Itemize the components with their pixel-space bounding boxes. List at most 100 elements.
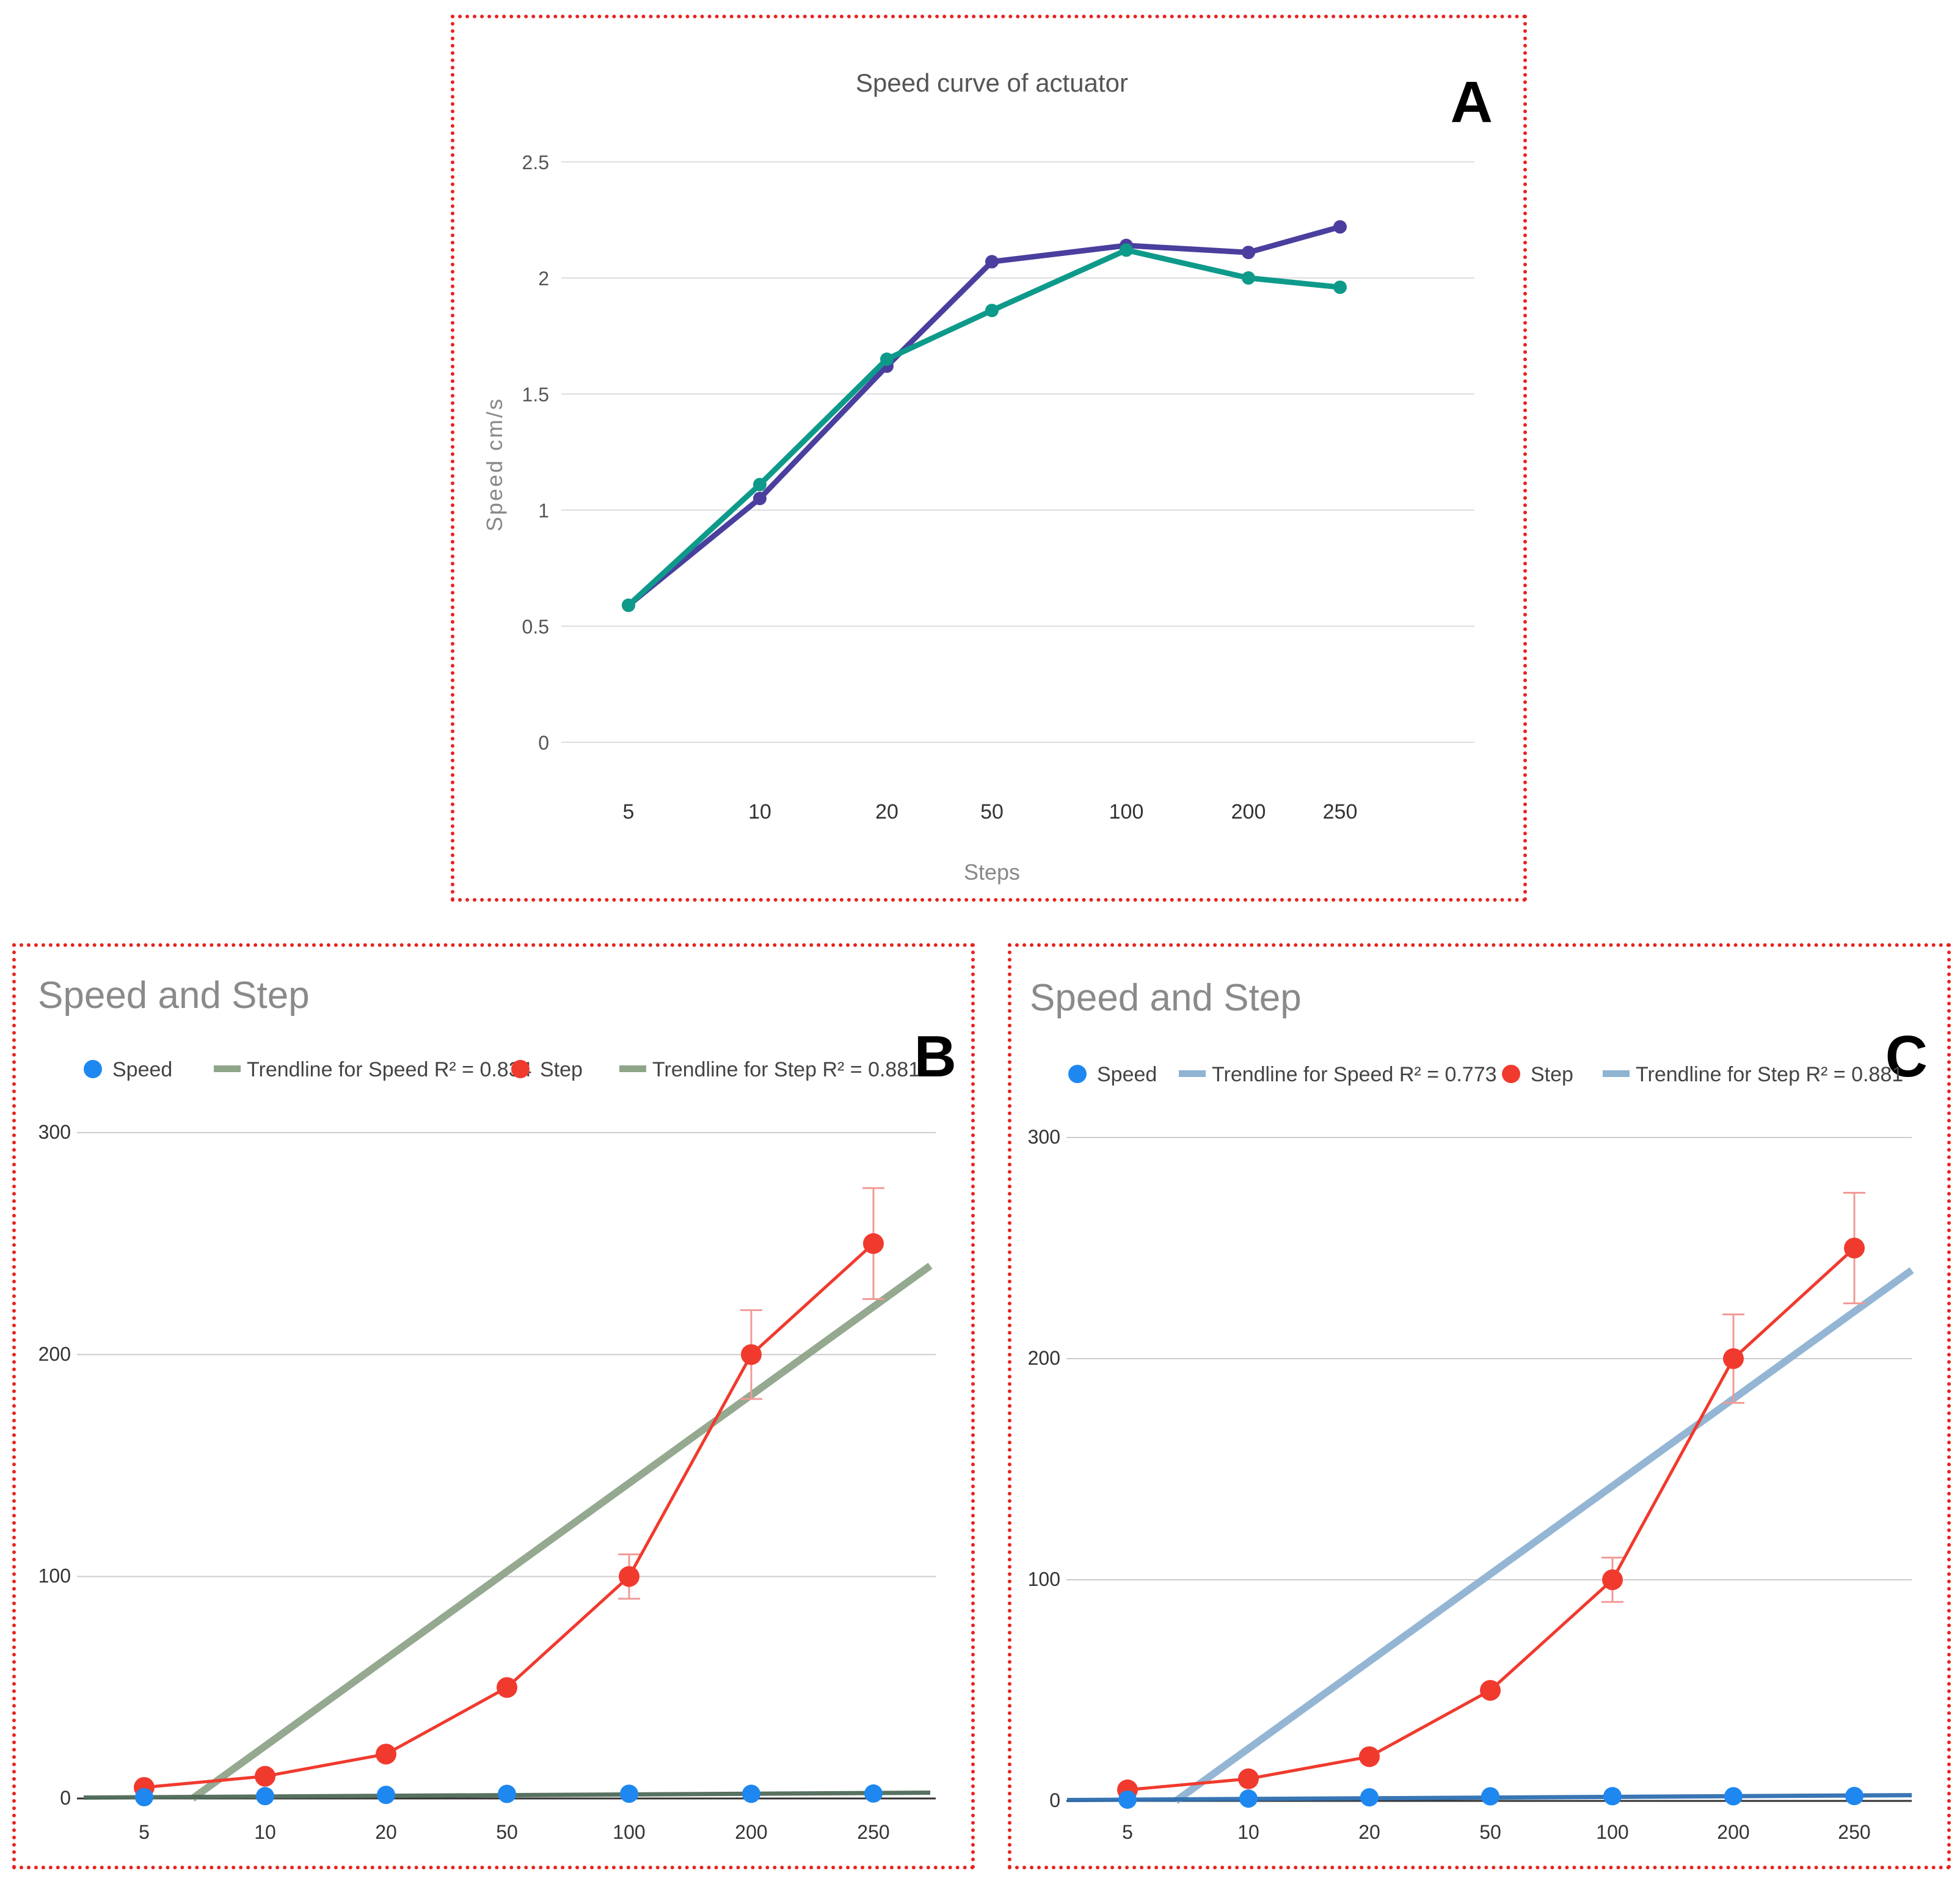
panel-b-letter: B (914, 1024, 956, 1089)
chart-c-series (1117, 1192, 1865, 1809)
speed-point-250 (1845, 1786, 1863, 1805)
y-tick-label-300: 300 (1028, 1126, 1060, 1148)
legend-label-1: Trendline for Speed R² = 0.773 (1212, 1063, 1497, 1086)
panel-a: Speed curve of actuator A 0 0.5 1 1.5 2 2.5 5… (451, 15, 1527, 902)
chart-b-legend: Speed Trendline for Speed R² = 0.834 Step T… (84, 1058, 920, 1081)
x-tick-label-20: 20 (875, 800, 898, 823)
x-tick-label-200: 200 (1231, 800, 1266, 823)
x-tick-label-10: 10 (1237, 1821, 1259, 1843)
chart-c-x-ticks: 5 10 20 50 100 200 250 (1122, 1821, 1871, 1843)
chart-c-svg: Speed and Step C Speed Trendline for Spee… (1028, 977, 1928, 1843)
x-tick-label-200: 200 (1717, 1821, 1749, 1843)
panel-c: Speed and Step C Speed Trendline for Spee… (1008, 943, 1951, 1869)
step-series-line (1127, 1247, 1856, 1792)
data-point-s2-200 (1242, 271, 1255, 285)
chart-b-svg: Speed and Step B Speed Trendline for Spee… (38, 974, 956, 1843)
y-tick-label-1: 1 (538, 500, 549, 522)
step-point-20 (1359, 1746, 1380, 1767)
legend-label-1: Trendline for Speed R² = 0.834 (247, 1058, 532, 1081)
data-point-s2-10 (753, 478, 767, 492)
y-tick-label-0.5: 0.5 (522, 616, 549, 638)
panel-b: Speed and Step B Speed Trendline for Spee… (12, 943, 975, 1869)
step-point-10 (255, 1765, 275, 1787)
y-tick-label-100: 100 (38, 1565, 71, 1587)
chart-c-y-ticks: 0 100 200 300 (1028, 1126, 1060, 1811)
chart-c-legend: Speed Trendline for Speed R² = 0.773 Step T… (1068, 1063, 1903, 1086)
legend-label-0: Speed (1097, 1063, 1157, 1086)
step-point-100 (1602, 1569, 1623, 1590)
chart-a-x-ticks: 5 10 20 50 100 200 250 (623, 800, 1358, 823)
speed-point-100 (1603, 1787, 1622, 1806)
x-tick-label-200: 200 (735, 1821, 767, 1843)
legend-line-1 (1179, 1070, 1206, 1077)
step-point-200 (1723, 1348, 1744, 1369)
x-tick-label-5: 5 (139, 1821, 150, 1843)
chart-c-grid (1066, 1137, 1912, 1802)
x-tick-label-20: 20 (1358, 1821, 1380, 1843)
legend-label-0: Speed (112, 1058, 172, 1081)
series-line-1 (625, 224, 1343, 608)
speed-point-10 (1239, 1789, 1258, 1808)
x-tick-label-5: 5 (1122, 1821, 1133, 1843)
x-tick-label-100: 100 (613, 1821, 645, 1843)
y-tick-label-0: 0 (538, 732, 549, 754)
x-tick-label-20: 20 (375, 1821, 397, 1843)
x-tick-label-250: 250 (1323, 800, 1358, 823)
data-point-s2-100 (1120, 243, 1133, 257)
step-point-50 (497, 1677, 517, 1698)
step-point-200 (741, 1344, 762, 1365)
step-point-50 (1480, 1680, 1501, 1701)
chart-a-grid (561, 161, 1474, 743)
legend-line-3 (619, 1065, 646, 1072)
chart-c-trendlines (1066, 1267, 1914, 1804)
data-point-s1-10 (753, 492, 767, 505)
data-point-s2-20 (880, 352, 894, 366)
y-tick-label-0: 0 (60, 1787, 71, 1809)
chart-b-series (134, 1187, 884, 1806)
y-tick-label-1.5: 1.5 (522, 384, 549, 406)
legend-line-1 (214, 1065, 241, 1072)
step-point-250 (1844, 1238, 1865, 1258)
x-tick-label-5: 5 (623, 800, 635, 823)
data-point-s1-50 (985, 255, 999, 269)
speed-point-5 (1118, 1790, 1137, 1809)
legend-dot-speed (1068, 1065, 1087, 1083)
step-point-250 (863, 1233, 884, 1254)
data-point-s2-250 (1333, 280, 1347, 294)
trendline-trendline-for-step (190, 1263, 933, 1802)
y-tick-label-2.5: 2.5 (522, 152, 549, 173)
trendline-trendline-for-step (1173, 1267, 1914, 1804)
chart-a-svg: Speed curve of actuator A 0 0.5 1 1.5 2 2.5 5… (482, 68, 1493, 885)
y-tick-label-2: 2 (538, 268, 549, 290)
chart-a-title: Speed curve of actuator (856, 68, 1128, 97)
data-point-s1-200 (1242, 246, 1255, 260)
x-tick-label-100: 100 (1596, 1821, 1628, 1843)
x-tick-label-10: 10 (748, 800, 771, 823)
legend-dot-speed (84, 1060, 102, 1078)
speed-point-200 (1724, 1787, 1743, 1806)
speed-point-50 (498, 1784, 516, 1803)
data-point-s2-50 (985, 304, 999, 318)
chart-a-y-label: Speed cm/s (482, 397, 507, 531)
legend-label-2: Step (540, 1058, 583, 1081)
y-tick-label-200: 200 (38, 1343, 71, 1365)
data-point-s1-250 (1333, 220, 1347, 234)
x-tick-label-10: 10 (254, 1821, 276, 1843)
speed-point-100 (620, 1784, 638, 1803)
legend-label-3: Trendline for Step R² = 0.881 (652, 1058, 920, 1081)
y-tick-label-200: 200 (1028, 1347, 1060, 1369)
y-tick-label-0: 0 (1049, 1789, 1060, 1811)
x-tick-label-250: 250 (857, 1821, 889, 1843)
chart-a-y-ticks: 0 0.5 1 1.5 2 2.5 (522, 152, 549, 754)
speed-point-200 (742, 1784, 760, 1803)
legend-dot-step (511, 1060, 530, 1078)
speed-point-20 (1360, 1788, 1379, 1807)
data-point-s2-5 (622, 598, 635, 612)
chart-b-grid (77, 1132, 936, 1800)
chart-b-title: Speed and Step (38, 974, 310, 1017)
y-tick-label-100: 100 (1028, 1568, 1060, 1590)
x-tick-label-50: 50 (496, 1821, 518, 1843)
series-line-2 (625, 247, 1343, 608)
legend-dot-step (1502, 1065, 1520, 1083)
speed-point-250 (864, 1784, 883, 1803)
